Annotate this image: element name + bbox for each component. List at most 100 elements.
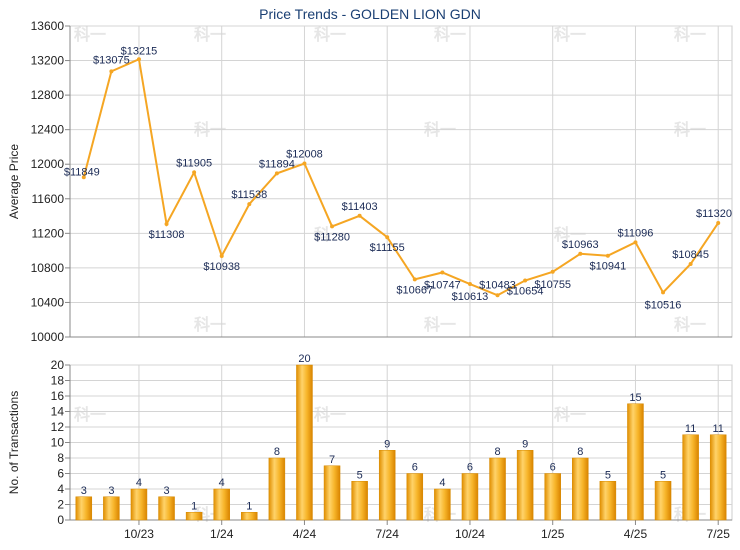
watermark-text: 科一: [74, 405, 106, 424]
transactions-ytick-label: 18: [51, 374, 65, 388]
price-y-axis-label: Average Price: [7, 144, 21, 219]
price-point: [467, 282, 472, 287]
watermark-text: 科一: [554, 225, 586, 244]
transaction-bar-label: 1: [246, 500, 252, 512]
transaction-bar: [516, 450, 534, 521]
price-data-label: $10938: [203, 261, 240, 273]
transaction-bar-label: 3: [108, 485, 114, 497]
price-data-label: $10654: [507, 286, 544, 298]
price-data-label: $11320: [696, 208, 732, 220]
transactions-ytick-label: 0: [57, 513, 64, 527]
watermark-text: 科一: [674, 25, 706, 44]
transactions-ytick-label: 12: [51, 420, 65, 434]
price-point: [192, 170, 197, 175]
price-point: [688, 262, 693, 267]
watermark-text: 科一: [674, 315, 706, 334]
price-ytick-label: 13200: [31, 54, 65, 68]
price-data-label: $10516: [645, 299, 682, 311]
price-data-label: $11308: [149, 229, 185, 241]
price-ytick-label: 11600: [32, 192, 65, 206]
price-point: [440, 270, 445, 275]
watermark-text: 科一: [314, 225, 346, 244]
transaction-bar: [627, 403, 644, 521]
price-data-label: $11096: [618, 227, 654, 239]
price-line: [82, 57, 720, 297]
price-data-label: $10483: [479, 279, 516, 291]
transaction-bar-label: 20: [298, 353, 310, 365]
price-data-label: $11155: [370, 242, 405, 254]
x-tick-label: 4/25: [624, 527, 648, 541]
price-data-label: $10667: [396, 284, 433, 296]
price-data-label: $10755: [534, 279, 571, 291]
price-data-label: $11905: [176, 157, 212, 169]
x-tick-label: 1/25: [541, 527, 565, 541]
price-point: [550, 269, 555, 274]
price-point: [385, 235, 390, 240]
transaction-bar-label: 9: [522, 438, 528, 450]
transaction-bar-label: 4: [439, 477, 445, 489]
transaction-bar: [709, 434, 727, 521]
price-plot: $11849 $13075$13215 $11308 $11905 $10938 $115…: [64, 45, 732, 311]
price-data-label: $11280: [314, 231, 350, 243]
transaction-bar-label: 9: [384, 438, 390, 450]
transaction-bar: [158, 496, 175, 521]
price-data-label: $10747: [424, 279, 461, 291]
price-point: [219, 253, 224, 258]
transaction-bar-label: 5: [660, 469, 666, 481]
x-tick-label: 10/24: [455, 527, 485, 541]
price-point: [412, 277, 417, 282]
watermark-text: 科一: [314, 25, 346, 44]
price-ytick-label: 12000: [31, 157, 65, 171]
transactions-plot: 3 3 4 3 1 4 1 8 20 7 5 9 6 4 6 8 9 6 8 5 15 5 11 11: [75, 353, 727, 521]
transaction-bar-label: 7: [329, 454, 335, 466]
price-data-label: $10613: [452, 291, 489, 303]
transaction-bar-label: 8: [494, 446, 500, 458]
transaction-bar-label: 11: [712, 423, 723, 435]
price-point: [578, 251, 583, 256]
price-point: [330, 224, 335, 229]
transactions-ytick-label: 16: [51, 389, 65, 403]
watermark-text: 科一: [194, 315, 226, 334]
transaction-bar: [406, 473, 424, 521]
price-ytick-label: 13600: [31, 19, 65, 33]
transaction-bar-label: 3: [163, 485, 169, 497]
price-point: [109, 69, 114, 74]
transaction-bar: [682, 434, 699, 521]
x-tick-label: 4/24: [293, 527, 317, 541]
transaction-bar: [599, 481, 617, 521]
price-data-label: $13215: [121, 45, 158, 57]
transaction-bar-label: 1: [191, 500, 197, 512]
transactions-ytick-label: 8: [57, 451, 64, 465]
price-data-label: $11403: [342, 201, 378, 213]
price-point: [302, 161, 307, 166]
x-tick-label: 10/23: [124, 527, 154, 541]
price-data-label: $10963: [562, 239, 599, 251]
price-ytick-label: 10800: [31, 261, 65, 275]
transaction-bar-label: 3: [81, 485, 87, 497]
watermark-text: 科一: [434, 25, 466, 44]
transaction-bar: [75, 496, 93, 521]
price-point: [164, 222, 169, 227]
watermark-text: 科一: [194, 25, 226, 44]
price-grid: 10000 10400 10800 11200 11600 12000 12400 12800…: [7, 19, 733, 344]
transaction-bar: [572, 457, 589, 521]
transaction-bar: [268, 457, 286, 521]
price-ytick-label: 11200: [32, 226, 65, 240]
transaction-bar: [130, 488, 148, 521]
transaction-bar-label: 4: [136, 477, 142, 489]
price-point: [274, 171, 279, 176]
price-ytick-label: 10400: [31, 295, 65, 309]
price-data-label: $11849: [64, 166, 100, 178]
watermark-text: 科一: [424, 315, 456, 334]
price-point: [605, 253, 610, 258]
x-tick-label: 7/25: [707, 527, 731, 541]
transaction-bar-label: 8: [577, 446, 583, 458]
price-point: [661, 290, 666, 295]
price-point: [523, 278, 528, 283]
transaction-bar-label: 5: [357, 469, 363, 481]
transactions-ytick-label: 2: [57, 498, 64, 512]
price-data-label: $13075: [93, 54, 130, 66]
transaction-bar-label: 5: [605, 469, 611, 481]
